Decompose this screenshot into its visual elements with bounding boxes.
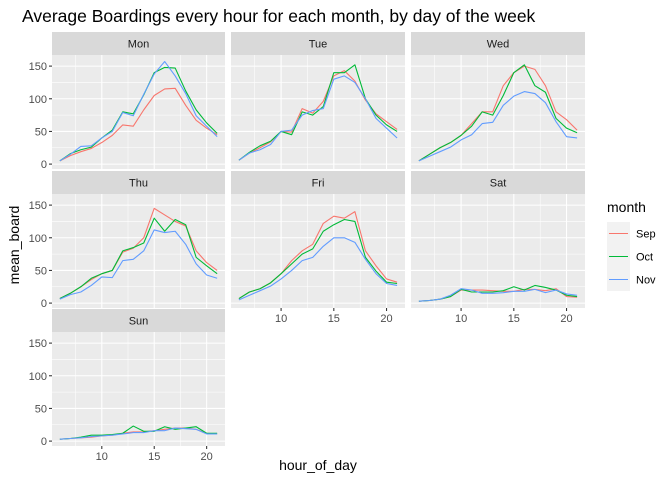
- y-tick-label: 0: [41, 436, 47, 448]
- x-axis-title: hour_of_day: [279, 457, 357, 473]
- facet-panel-sun: Sun 0 50 100 150 10 15 20: [29, 309, 225, 463]
- facet-panel-sat: Sat 10 15 20: [411, 171, 585, 325]
- series-line-oct: [59, 425, 218, 440]
- series-line-nov: [59, 427, 218, 440]
- series-line-nov: [59, 60, 218, 162]
- series-line-nov: [59, 229, 218, 300]
- series-line-nov: [238, 237, 398, 301]
- x-tick-label: 20: [380, 313, 392, 325]
- facet-panel-thu: Thu 0 50 100 150: [29, 171, 225, 310]
- facet-strip: [411, 32, 585, 55]
- x-tick-label: 20: [560, 313, 572, 325]
- series-line-nov: [418, 91, 578, 162]
- series-line-oct: [238, 64, 398, 161]
- facet-strip: [231, 171, 405, 194]
- series-line-sep: [59, 87, 218, 162]
- x-tick-label: 15: [508, 313, 520, 325]
- panel-background: [52, 194, 225, 308]
- series-line-nov: [418, 288, 578, 302]
- y-tick-label: 100: [29, 371, 47, 383]
- y-tick-label: 0: [41, 159, 47, 171]
- series-line-oct: [418, 284, 578, 302]
- x-tick-label: 15: [328, 313, 340, 325]
- y-tick-label: 150: [29, 338, 47, 350]
- series-line-oct: [238, 218, 398, 299]
- x-tick-label: 15: [148, 451, 160, 463]
- facet-panel-wed: Wed: [411, 32, 585, 169]
- legend: month Sep Oct Nov: [607, 199, 656, 291]
- y-tick-label: 100: [29, 94, 47, 106]
- facet-strip-label: Sun: [129, 316, 149, 328]
- legend-items: Sep Oct Nov: [607, 222, 656, 291]
- facet-strip: [52, 171, 225, 194]
- y-tick-label: 0: [41, 298, 47, 310]
- facet-strip-label: Fri: [312, 178, 325, 190]
- facet-strip-label: Tue: [309, 39, 328, 51]
- facet-strip-label: Wed: [487, 39, 509, 51]
- legend-label: Sep: [636, 229, 656, 241]
- y-tick-label: 150: [29, 200, 47, 212]
- panel-background: [231, 55, 405, 169]
- legend-title: month: [607, 199, 646, 215]
- facet-strip-label: Mon: [128, 39, 149, 51]
- facet-strip: [411, 171, 585, 194]
- facet-strip: [231, 32, 405, 55]
- facet-strip: [52, 32, 225, 55]
- series-line-oct: [418, 64, 578, 162]
- y-tick-label: 50: [35, 265, 47, 277]
- legend-label: Oct: [636, 252, 653, 264]
- legend-label: Nov: [636, 275, 656, 287]
- panel-background: [231, 194, 405, 308]
- facet-panel-mon: Mon 0 50 100 150: [29, 32, 225, 171]
- facet-panel-fri: Fri 10 15 20: [231, 171, 405, 325]
- legend-item-sep: Sep: [607, 222, 656, 245]
- facet-strip: [52, 309, 225, 332]
- y-tick-label: 100: [29, 233, 47, 245]
- facet-strip-label: Sat: [490, 178, 507, 190]
- x-tick-label: 10: [275, 313, 287, 325]
- facet-strip-label: Thu: [129, 178, 148, 190]
- x-tick-label: 20: [201, 451, 213, 463]
- y-tick-label: 50: [35, 403, 47, 415]
- panel-background: [411, 55, 585, 169]
- facet-panel-tue: Tue: [231, 32, 405, 169]
- y-tick-label: 150: [29, 61, 47, 73]
- y-tick-label: 50: [35, 126, 47, 138]
- x-tick-label: 10: [96, 451, 108, 463]
- series-line-nov: [238, 75, 398, 161]
- series-line-oct: [59, 217, 218, 300]
- legend-item-nov: Nov: [607, 268, 656, 291]
- chart-title: Average Boardings every hour for each mo…: [22, 6, 536, 26]
- legend-item-oct: Oct: [607, 245, 653, 268]
- x-tick-label: 10: [455, 313, 467, 325]
- panel-background: [52, 55, 225, 169]
- y-axis-title: mean_board: [6, 206, 22, 285]
